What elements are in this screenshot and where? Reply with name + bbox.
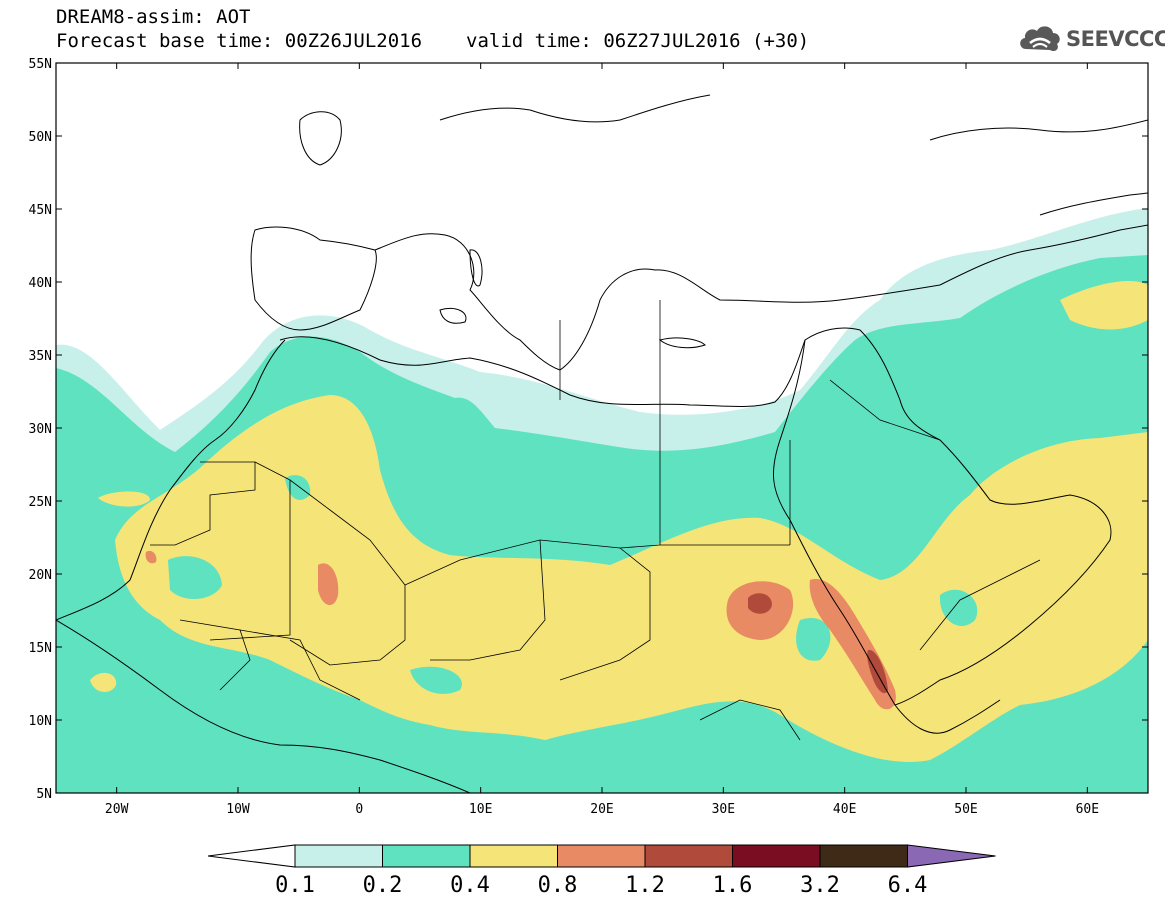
lon-tick-label: 20W bbox=[105, 802, 129, 817]
colorbar-segment bbox=[644, 844, 733, 868]
lat-tick-label: 50N bbox=[29, 130, 52, 145]
lon-tick-label: 60E bbox=[1076, 802, 1099, 817]
colorbar-level-label: 0.8 bbox=[538, 873, 578, 898]
lat-tick-label: 45N bbox=[29, 203, 52, 218]
lat-tick-label: 25N bbox=[29, 495, 52, 510]
aot-shading bbox=[56, 208, 1148, 793]
colorbar-segment bbox=[382, 844, 471, 868]
colorbar-level-label: 0.1 bbox=[275, 873, 315, 898]
colorbar-under-arrow bbox=[207, 844, 296, 868]
lat-tick-label: 35N bbox=[29, 349, 52, 364]
colorbar-level-label: 6.4 bbox=[888, 873, 928, 898]
lon-tick-label: 0 bbox=[355, 802, 363, 817]
colorbar-segment bbox=[557, 844, 646, 868]
base-time: Forecast base time: 00Z26JUL2016 bbox=[56, 30, 423, 52]
colorbar-level-label: 0.4 bbox=[450, 873, 490, 898]
lat-tick-label: 40N bbox=[29, 276, 52, 291]
lon-tick-label: 10W bbox=[226, 802, 250, 817]
colorbar-segment bbox=[819, 844, 908, 868]
time-info: Forecast base time: 00Z26JUL2016 valid ti… bbox=[56, 30, 809, 52]
lat-tick-label: 5N bbox=[36, 787, 52, 802]
cloud-icon bbox=[1020, 26, 1060, 52]
colorbar-segment bbox=[732, 844, 821, 868]
latitude-axis: 5N 10N 15N 20N 25N 30N 35N 40N 45N 50N 55N bbox=[29, 57, 1148, 802]
colorbar-level-label: 0.2 bbox=[363, 873, 403, 898]
valid-time: valid time: 06Z27JUL2016 (+30) bbox=[466, 30, 810, 52]
lat-tick-label: 10N bbox=[29, 714, 52, 729]
longitude-axis: 20W 10W 0 10E 20E 30E 40E 50E 60E bbox=[105, 63, 1099, 817]
country-borders bbox=[150, 300, 1041, 741]
coastlines bbox=[56, 63, 1148, 793]
logo-text: SEEVCCC bbox=[1066, 27, 1165, 51]
colorbar-segment bbox=[294, 844, 383, 868]
colorbar-legend: 0.1 0.2 0.4 0.8 1.2 1.6 3.2 6.4 bbox=[207, 844, 996, 898]
colorbar-segment bbox=[469, 844, 558, 868]
colorbar-level-label: 1.2 bbox=[625, 873, 665, 898]
seevccc-logo: SEEVCCC bbox=[1018, 22, 1165, 56]
lon-tick-label: 10E bbox=[469, 802, 492, 817]
lat-tick-label: 15N bbox=[29, 641, 52, 656]
lat-tick-label: 30N bbox=[29, 422, 52, 437]
chart-title: DREAM8-assim: AOT bbox=[56, 6, 251, 28]
lat-tick-label: 20N bbox=[29, 568, 52, 583]
aot-level-1.2 bbox=[748, 593, 888, 694]
aot-level-0.4 bbox=[90, 280, 1148, 762]
lon-tick-label: 30E bbox=[712, 802, 735, 817]
lon-tick-label: 50E bbox=[954, 802, 977, 817]
lat-tick-label: 55N bbox=[29, 57, 52, 72]
colorbar-level-label: 1.6 bbox=[713, 873, 753, 898]
aot-level-0.2-patches bbox=[168, 475, 978, 694]
colorbar-level-label: 3.2 bbox=[800, 873, 840, 898]
lon-tick-label: 20E bbox=[590, 802, 613, 817]
lon-tick-label: 40E bbox=[833, 802, 856, 817]
colorbar-over-arrow bbox=[907, 844, 996, 868]
